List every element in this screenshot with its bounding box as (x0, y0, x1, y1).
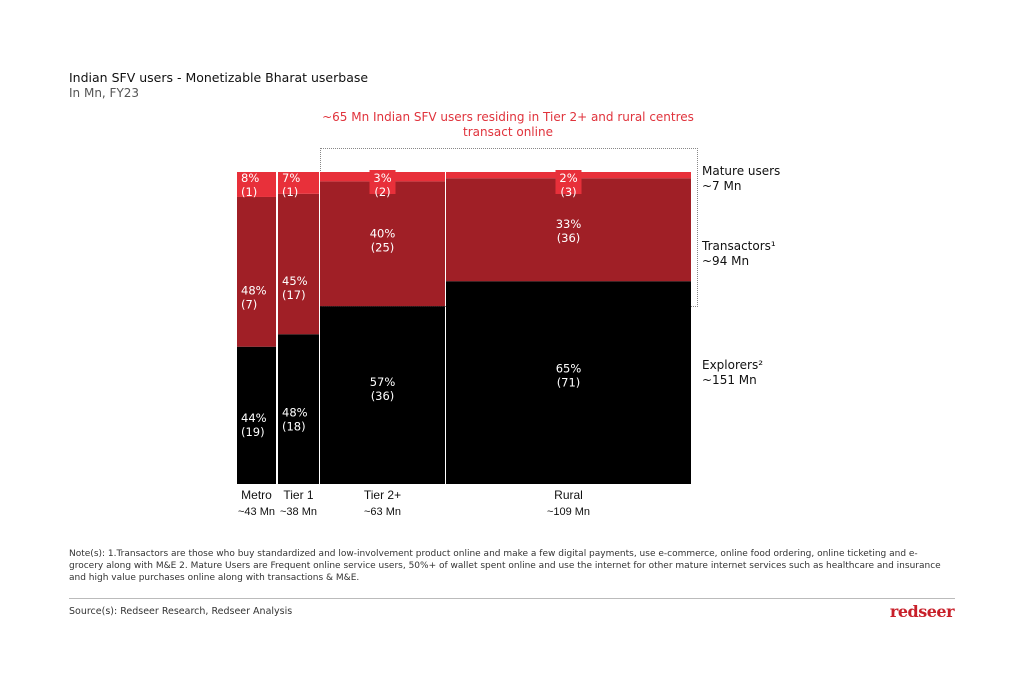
notes: Note(s): 1.Transactors are those who buy… (69, 549, 941, 583)
value-label: (19) (241, 425, 265, 439)
label-bg-2 (369, 170, 396, 194)
value-label: (3) (560, 185, 576, 199)
pct-label: 48% (282, 406, 308, 420)
pct-label: 2% (559, 171, 577, 185)
value-label: (71) (557, 375, 581, 389)
value-label: (7) (241, 297, 257, 311)
x-label-0: Metro ~43 Mn (238, 488, 275, 518)
value-label: (18) (282, 420, 306, 434)
value-label: (17) (282, 288, 306, 302)
value-label: (1) (241, 185, 257, 199)
value-label: (25) (371, 241, 395, 255)
pct-label: 45% (282, 274, 308, 288)
x-label-2: Tier 2+ ~63 Mn (363, 488, 402, 518)
value-label: (36) (371, 389, 395, 403)
annotation: ~65 Mn Indian SFV users residing in Tier… (322, 110, 694, 139)
pct-label: 8% (241, 171, 259, 185)
x-label-3: Rural ~109 Mn (546, 488, 591, 518)
source: Source(s): Redseer Research, Redseer Ana… (69, 606, 293, 617)
segment-0-0 (237, 346, 276, 484)
segment-1-0 (237, 196, 276, 347)
value-label: (1) (282, 185, 298, 199)
segment-1-1 (278, 193, 319, 335)
pct-label: 44% (241, 411, 267, 425)
pct-label: 7% (282, 171, 300, 185)
legend-explorers: Explorers² ~151 Mn (702, 358, 764, 387)
pct-label: 3% (373, 171, 391, 185)
pct-label: 57% (370, 375, 396, 389)
segment-1-3 (446, 178, 691, 282)
pct-label: 48% (241, 283, 267, 297)
segment-2-0 (237, 172, 276, 197)
segment-2-1 (278, 172, 319, 194)
x-label-1: Tier 1 ~38 Mn (280, 488, 317, 518)
redseer-logo: redseer (889, 602, 955, 621)
legend-mature: Mature users ~7 Mn (702, 164, 781, 193)
chart-title: Indian SFV users - Monetizable Bharat us… (69, 70, 369, 85)
pct-label: 40% (370, 227, 396, 241)
pct-label: 65% (556, 361, 582, 375)
value-label: (36) (557, 231, 581, 245)
chart-subtitle: In Mn, FY23 (69, 86, 140, 100)
value-label: (2) (374, 185, 390, 199)
segment-1-2 (320, 181, 445, 307)
segment-0-2 (320, 306, 445, 484)
divider (69, 598, 955, 599)
legend-transactors: Transactors¹ ~94 Mn (702, 239, 776, 268)
label-bg-3 (555, 170, 582, 194)
segment-0-3 (446, 281, 691, 484)
pct-label: 33% (556, 217, 582, 231)
segment-0-1 (278, 334, 319, 484)
